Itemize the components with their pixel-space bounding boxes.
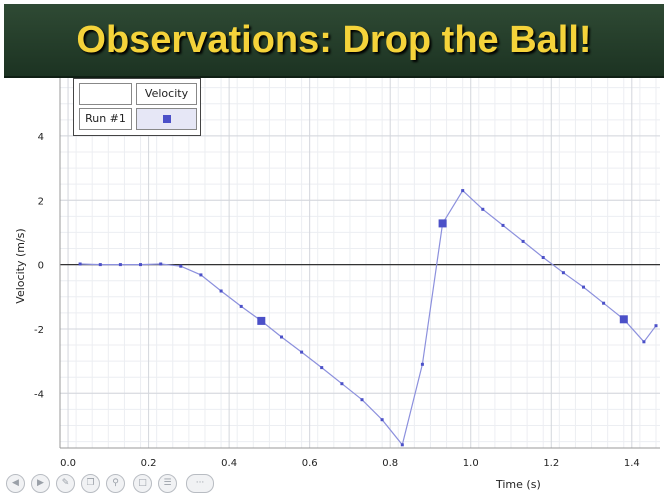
y-axis-label: Velocity (m/s): [14, 228, 27, 303]
x-tick-label: 1.2: [543, 458, 559, 469]
slides-icon[interactable]: □: [133, 474, 152, 493]
x-tick-label: 0.2: [141, 458, 157, 469]
velocity-point: [78, 262, 82, 266]
velocity-point: [642, 340, 646, 344]
graph-panel: 0.0 0.2 0.4 0.6 0.8 1.0 1.2 1.4 -4 -2 0 2 4 Time (s)…: [4, 78, 664, 494]
x-tick-label: 1.0: [463, 458, 479, 469]
copy-icon[interactable]: ❐: [81, 474, 100, 493]
tick-labels: 0.0 0.2 0.4 0.6 0.8 1.0 1.2 1.4 -4 -2 0 2 4: [34, 132, 640, 469]
y-tick-label: -4: [34, 389, 44, 400]
velocity-point: [199, 273, 203, 277]
velocity-chart: 0.0 0.2 0.4 0.6 0.8 1.0 1.2 1.4 -4 -2 0 2 4 Time (s)…: [14, 78, 660, 491]
x-axis-label: Time (s): [495, 478, 541, 491]
velocity-point: [521, 239, 525, 243]
velocity-point: [582, 285, 585, 289]
legend-run-label: Run #1: [79, 108, 132, 130]
velocity-point: [280, 335, 283, 339]
velocity-point: [400, 443, 404, 447]
velocity-point: [380, 418, 384, 422]
velocity-highlight-point: [438, 219, 447, 228]
velocity-point: [320, 366, 324, 370]
velocity-point: [239, 304, 243, 308]
legend-header: Velocity: [136, 83, 197, 105]
y-tick-label: -2: [34, 325, 44, 336]
y-tick-label: 2: [38, 196, 44, 207]
legend-blank-cell: [79, 83, 132, 105]
x-tick-label: 0.4: [221, 458, 237, 469]
zoom-icon[interactable]: ⚲: [106, 474, 125, 493]
velocity-point: [481, 207, 485, 211]
legend-marker-cell[interactable]: [136, 108, 197, 130]
velocity-point: [179, 264, 183, 268]
velocity-point: [420, 362, 424, 366]
velocity-point: [461, 189, 465, 193]
slide-title: Observations: Drop the Ball!: [76, 19, 592, 61]
velocity-series: [78, 189, 658, 447]
x-tick-label: 0.8: [382, 458, 398, 469]
velocity-point: [300, 350, 304, 354]
velocity-point: [602, 301, 606, 305]
x-tick-label: 1.4: [624, 458, 640, 469]
velocity-point: [219, 289, 223, 293]
velocity-highlight-point: [619, 315, 628, 324]
velocity-point: [541, 256, 545, 259]
more-icon[interactable]: ···: [186, 474, 214, 493]
velocity-point: [159, 262, 163, 266]
y-tick-label: 4: [38, 132, 44, 143]
square-marker-icon: [162, 115, 171, 123]
x-tick-label: 0.0: [60, 458, 76, 469]
velocity-point: [360, 398, 364, 402]
title-banner: Observations: Drop the Ball!: [4, 4, 664, 78]
back-icon[interactable]: ◀: [6, 474, 25, 493]
velocity-point: [340, 382, 344, 386]
velocity-point: [561, 271, 565, 275]
velocity-point: [118, 263, 122, 267]
forward-icon[interactable]: ▶: [31, 474, 50, 493]
velocity-line: [80, 189, 657, 447]
velocity-point: [654, 324, 658, 328]
velocity-highlight-point: [257, 316, 266, 325]
velocity-point: [98, 263, 102, 267]
menu-icon[interactable]: ☰: [158, 474, 177, 493]
velocity-point: [139, 263, 142, 267]
legend: Velocity Run #1: [73, 78, 201, 136]
pen-icon[interactable]: ✎: [56, 474, 75, 493]
velocity-point: [501, 223, 505, 227]
x-tick-label: 0.6: [302, 458, 318, 469]
y-tick-label: 0: [38, 261, 44, 272]
